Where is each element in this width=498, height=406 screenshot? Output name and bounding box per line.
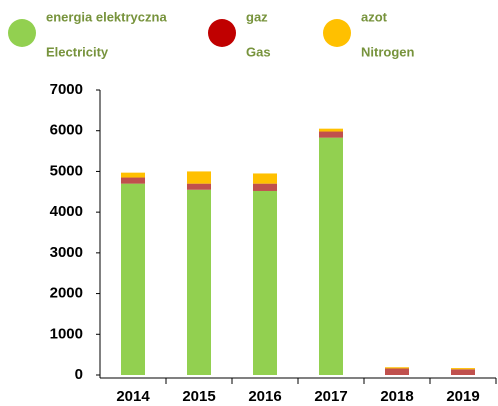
bar-segment [451, 368, 475, 370]
x-tick-label: 2014 [116, 388, 150, 405]
legend-label: energia elektryczna [46, 9, 167, 24]
bar-segment [187, 189, 211, 375]
y-tick-label: 7000 [50, 81, 83, 98]
legend-label: azot [361, 9, 388, 24]
bar-segment [253, 183, 277, 191]
y-tick-label: 2000 [50, 285, 83, 302]
legend-swatch [208, 19, 236, 47]
bar-segment [121, 177, 145, 184]
x-tick-label: 2017 [314, 388, 347, 405]
y-tick-label: 5000 [50, 162, 83, 179]
y-tick-label: 4000 [50, 203, 83, 220]
bar-segment [121, 183, 145, 375]
y-tick-label: 0 [75, 366, 83, 383]
legend-label-en: Electricity [46, 44, 109, 59]
bar-segment [253, 173, 277, 184]
bar-segment [121, 172, 145, 178]
y-tick-label: 6000 [50, 122, 83, 139]
bar-segment [319, 128, 343, 132]
x-tick-label: 2019 [446, 388, 479, 405]
x-tick-label: 2015 [182, 388, 215, 405]
bar-segment [187, 183, 211, 190]
bar-segment [187, 171, 211, 184]
bar-segment [253, 190, 277, 375]
legend-swatch [323, 19, 351, 47]
bar-segment [319, 137, 343, 375]
bar-segment [319, 131, 343, 138]
y-tick-label: 1000 [50, 325, 83, 342]
bar-segment [385, 368, 409, 375]
x-tick-label: 2018 [380, 388, 413, 405]
legend-label-en: Gas [246, 44, 271, 59]
bar-segment [385, 367, 409, 369]
legend-swatch [8, 19, 36, 47]
x-tick-label: 2016 [248, 388, 281, 405]
legend-label-en: Nitrogen [361, 44, 415, 59]
y-tick-label: 3000 [50, 244, 83, 261]
legend-label: gaz [246, 9, 268, 24]
bar-segment [451, 369, 475, 375]
